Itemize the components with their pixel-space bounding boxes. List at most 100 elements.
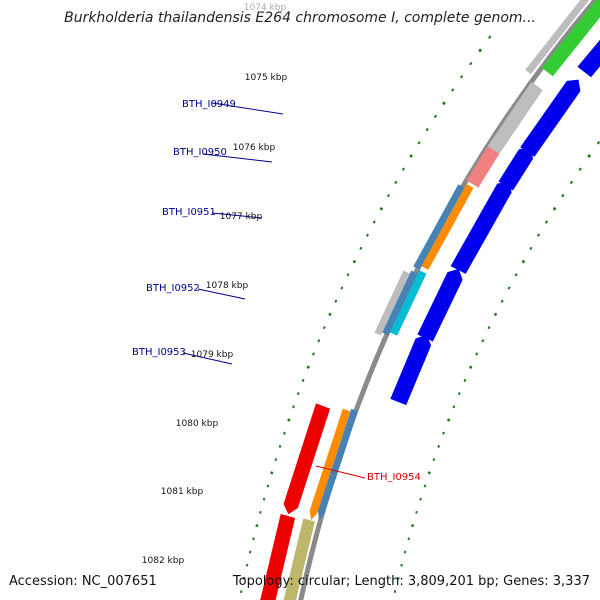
tick-mark-outer	[463, 378, 467, 382]
tick-mark-outer	[544, 220, 549, 224]
tick-mark-outer	[415, 510, 418, 514]
gene-band	[283, 518, 315, 600]
tick-mark-inner	[242, 576, 246, 580]
tick-mark-inner	[366, 233, 369, 237]
gene-band	[541, 0, 600, 77]
tick-mark-outer	[437, 444, 441, 448]
tick-mark-inner	[478, 48, 483, 53]
tick-mark-inner	[274, 458, 278, 462]
gene-band	[413, 184, 465, 270]
gene-leader-line	[202, 153, 273, 163]
tick-mark-inner	[433, 114, 438, 119]
tick-mark-outer	[521, 259, 526, 264]
tick-mark-outer	[403, 550, 407, 554]
gene-band	[374, 270, 410, 336]
tick-mark-outer	[475, 352, 479, 356]
tick-mark-outer	[396, 576, 400, 580]
tick-mark-inner	[301, 378, 305, 382]
gene-band	[283, 403, 331, 515]
gene-label: BTH_I0949	[182, 99, 236, 110]
tick-mark-inner	[451, 88, 455, 92]
tick-mark-outer	[423, 484, 427, 488]
cds-arrow	[417, 268, 463, 342]
gene-label: BTH_I0950	[173, 147, 227, 158]
tick-mark-outer	[514, 273, 518, 277]
tick-mark-inner	[487, 35, 492, 40]
gene-band	[317, 408, 358, 520]
tick-mark-outer	[419, 497, 422, 501]
tick-mark-outer	[529, 246, 533, 251]
tick-mark-inner	[283, 431, 286, 435]
cds-arrow	[498, 147, 534, 191]
tick-mark-inner	[322, 326, 326, 330]
tick-mark-inner	[409, 154, 413, 158]
tick-mark-outer	[400, 563, 403, 567]
kbp-label: 1076 kbp	[233, 143, 276, 153]
tick-mark-outer	[507, 286, 511, 290]
cds-arrow	[390, 334, 432, 406]
tick-mark-inner	[469, 61, 473, 66]
tick-mark-inner	[252, 537, 255, 541]
tick-mark-outer	[393, 590, 397, 594]
tick-mark-inner	[292, 405, 295, 409]
tick-mark-outer	[596, 141, 600, 145]
gene-band	[421, 184, 474, 270]
gene-band	[487, 81, 543, 154]
kbp-label: 1078 kbp	[206, 281, 249, 291]
tick-mark-inner	[240, 590, 243, 594]
cds-arrow	[520, 79, 581, 157]
gene-band	[389, 270, 427, 336]
tick-mark-inner	[317, 339, 321, 343]
tick-mark-inner	[328, 312, 332, 317]
tick-mark-outer	[561, 193, 565, 198]
tick-mark-outer	[457, 392, 461, 396]
tick-mark-outer	[407, 537, 411, 541]
gene-label: BTH_I0951	[162, 207, 216, 218]
kbp-label: 1080 kbp	[176, 419, 219, 429]
tick-mark-outer	[481, 339, 485, 343]
tick-mark-inner	[352, 259, 357, 264]
kbp-label: 1082 kbp	[142, 556, 185, 566]
tick-mark-inner	[401, 167, 405, 171]
kbp-label: 1081 kbp	[161, 487, 204, 497]
tick-mark-inner	[459, 75, 464, 79]
kbp-label: 1077 kbp	[220, 212, 263, 222]
gene-label: BTH_I0953	[132, 347, 186, 358]
tick-mark-outer	[536, 233, 541, 237]
tick-mark-inner	[379, 206, 384, 211]
tick-mark-inner	[386, 193, 391, 198]
tick-mark-inner	[270, 471, 274, 475]
gene-label: BTH_I0954	[367, 472, 421, 483]
gene-leader-line	[315, 465, 366, 479]
tick-mark-inner	[306, 365, 310, 369]
kbp-label: 1074 kbp	[244, 3, 287, 13]
tick-mark-outer	[578, 167, 582, 171]
tick-mark-inner	[248, 550, 252, 554]
gene-band	[382, 270, 418, 336]
tick-mark-inner	[312, 352, 315, 356]
tick-mark-outer	[587, 154, 592, 158]
tick-mark-inner	[266, 484, 270, 488]
tick-mark-outer	[410, 524, 415, 528]
tick-mark-inner	[359, 246, 363, 251]
gene-band	[466, 146, 500, 188]
gene-band	[260, 514, 296, 600]
tick-mark-outer	[452, 405, 456, 409]
tick-mark-inner	[442, 101, 446, 106]
tick-mark-inner	[287, 418, 291, 422]
gene-leader-line	[211, 102, 284, 115]
tick-mark-outer	[500, 299, 504, 303]
tick-mark-outer	[493, 312, 498, 317]
tick-mark-inner	[296, 392, 300, 396]
topology-label: Topology: circular; Length: 3,809,201 bp…	[232, 574, 590, 589]
gene-band	[525, 0, 590, 75]
cds-arrow	[450, 181, 512, 274]
tick-mark-outer	[569, 180, 574, 185]
tick-mark-inner	[259, 510, 262, 514]
map-title: Burkholderia thailandensis E264 chromoso…	[64, 10, 536, 26]
tick-mark-outer	[427, 471, 431, 475]
tick-mark-inner	[334, 299, 338, 303]
tick-mark-outer	[469, 365, 473, 369]
tick-mark-inner	[425, 127, 429, 132]
